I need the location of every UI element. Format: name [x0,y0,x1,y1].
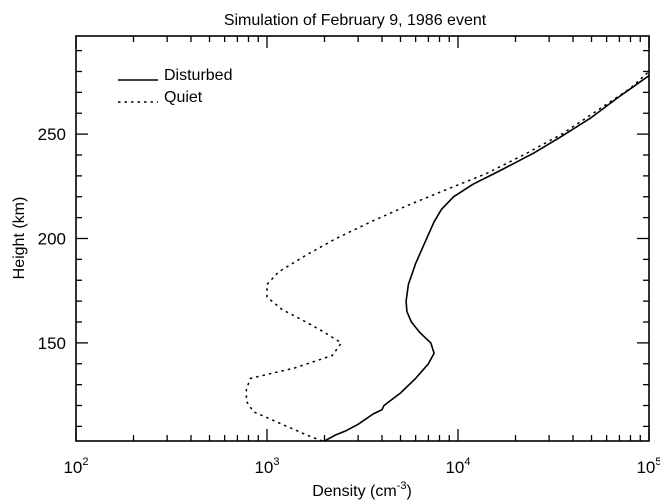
x-tick-label: 104 [445,456,470,477]
x-axis-label-main: Density (cm [312,483,396,500]
legend-label-quiet: Quiet [164,89,203,106]
y-tick-label: 250 [38,125,66,144]
y-axis-label: Height (km) [11,197,28,280]
series-line-quiet [245,70,649,441]
x-tick-label-base: 10 [445,458,464,477]
x-tick-label: 102 [63,456,88,477]
x-tick-label-exp: 5 [655,456,660,468]
x-axis-label-sup: -3 [397,480,407,492]
x-tick-labels: 102 103 104 105 [63,456,660,477]
series-layer [245,70,649,441]
y-tick-label: 150 [38,334,66,353]
y-tick-labels: 150 200 250 [38,125,66,353]
x-axis-label: Density (cm-3) [312,480,412,500]
chart-title: Simulation of February 9, 1986 event [224,12,487,29]
x-tick-label-base: 10 [636,458,655,477]
x-tick-label-base: 10 [63,458,82,477]
y-tick-label: 200 [38,230,66,249]
series-line-disturbed [324,75,649,441]
x-tick-label: 103 [254,456,279,477]
legend: Disturbed Quiet [118,67,232,106]
x-tick-label: 105 [636,456,660,477]
legend-label-disturbed: Disturbed [164,67,232,84]
x-axis-label-tail: ) [406,483,411,500]
x-tick-label-exp: 3 [273,456,279,468]
plot-frame [75,35,650,442]
x-tick-label-exp: 4 [464,456,470,468]
x-tick-label-base: 10 [254,458,273,477]
axis-ticks [75,36,650,441]
x-tick-label-exp: 2 [82,456,88,468]
